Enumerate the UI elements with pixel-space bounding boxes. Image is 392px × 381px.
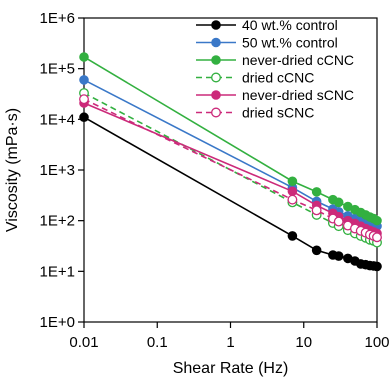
data-point <box>372 215 382 226</box>
data-point <box>372 232 382 243</box>
data-point <box>333 251 344 261</box>
data-point <box>311 187 322 197</box>
data-point <box>79 52 89 62</box>
legend-marker <box>211 107 221 118</box>
data-point <box>287 186 298 197</box>
x-tick-label: 100 <box>364 334 389 351</box>
y-tick-label: 1E+5 <box>40 61 75 78</box>
legend-label: dried sCNC <box>242 105 314 121</box>
legend-label: 50 wt.% control <box>242 35 338 51</box>
data-point <box>287 231 298 241</box>
y-tick-label: 1E+0 <box>40 314 75 331</box>
legend-label: dried cCNC <box>242 70 314 86</box>
legend-marker <box>211 55 221 65</box>
legend-marker <box>211 37 221 48</box>
data-point <box>311 245 322 256</box>
series-2 <box>79 52 382 226</box>
legend-label: never-dried sCNC <box>242 87 354 103</box>
y-tick-label: 1E+1 <box>40 263 75 280</box>
legend-label: 40 wt.% control <box>242 17 338 33</box>
y-axis-title: Viscosity (mPa·s) <box>4 108 21 232</box>
series-5 <box>79 94 382 243</box>
data-point <box>333 197 344 208</box>
data-point <box>79 75 89 85</box>
data-point <box>333 216 344 227</box>
data-point <box>311 205 322 216</box>
series-0 <box>79 112 382 272</box>
data-point <box>287 176 298 187</box>
y-tick-label: 1E+3 <box>40 162 75 179</box>
data-point <box>79 94 89 105</box>
series-line <box>83 116 378 268</box>
legend-marker <box>211 20 221 30</box>
x-tick-label: 1 <box>226 334 234 351</box>
axes-layer: 1E+0 1E+1 1E+2 1E+3 1E+4 1E+5 1E+6 0.01 0.1 1 10 10… <box>40 10 390 351</box>
y-tick-label: 1E+6 <box>40 10 75 27</box>
data-point <box>79 112 89 123</box>
x-tick-label: 0.1 <box>147 334 168 351</box>
data-point <box>287 194 298 205</box>
x-axis-title: Shear Rate (Hz) <box>173 360 289 377</box>
legend-marker <box>211 90 221 100</box>
x-tick-label: 10 <box>295 334 312 351</box>
x-tick-label: 0.01 <box>69 334 98 351</box>
y-tick-label: 1E+4 <box>40 111 75 128</box>
data-point <box>372 261 382 272</box>
legend-marker <box>211 72 221 83</box>
y-tick-label: 1E+2 <box>40 213 75 230</box>
legend-label: never-dried cCNC <box>242 52 354 68</box>
series-layer <box>79 52 382 272</box>
